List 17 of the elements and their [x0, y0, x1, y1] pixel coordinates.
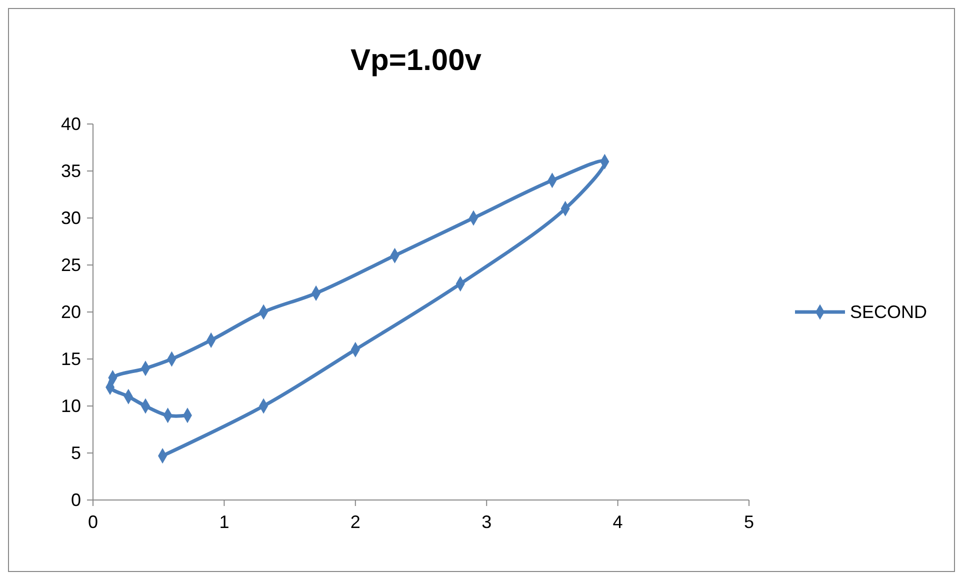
x-tick-label: 0 [88, 512, 98, 532]
y-tick-label: 15 [60, 349, 81, 369]
y-tick-label: 30 [60, 208, 81, 228]
x-tick-label: 2 [350, 512, 360, 532]
y-tick-label: 20 [60, 302, 81, 322]
x-tick-label: 1 [219, 512, 230, 532]
chart-title: Vp=1.00v [350, 44, 482, 77]
legend-label: SECOND [850, 302, 928, 322]
y-tick-label: 40 [60, 114, 81, 134]
y-tick-label: 5 [70, 443, 81, 463]
y-tick-label: 0 [70, 490, 81, 510]
y-tick-label: 25 [60, 255, 81, 275]
x-tick-label: 4 [612, 512, 623, 532]
y-tick-label: 10 [60, 396, 81, 416]
x-tick-label: 5 [744, 512, 754, 532]
y-tick-label: 35 [60, 161, 81, 181]
x-tick-label: 3 [482, 512, 492, 532]
